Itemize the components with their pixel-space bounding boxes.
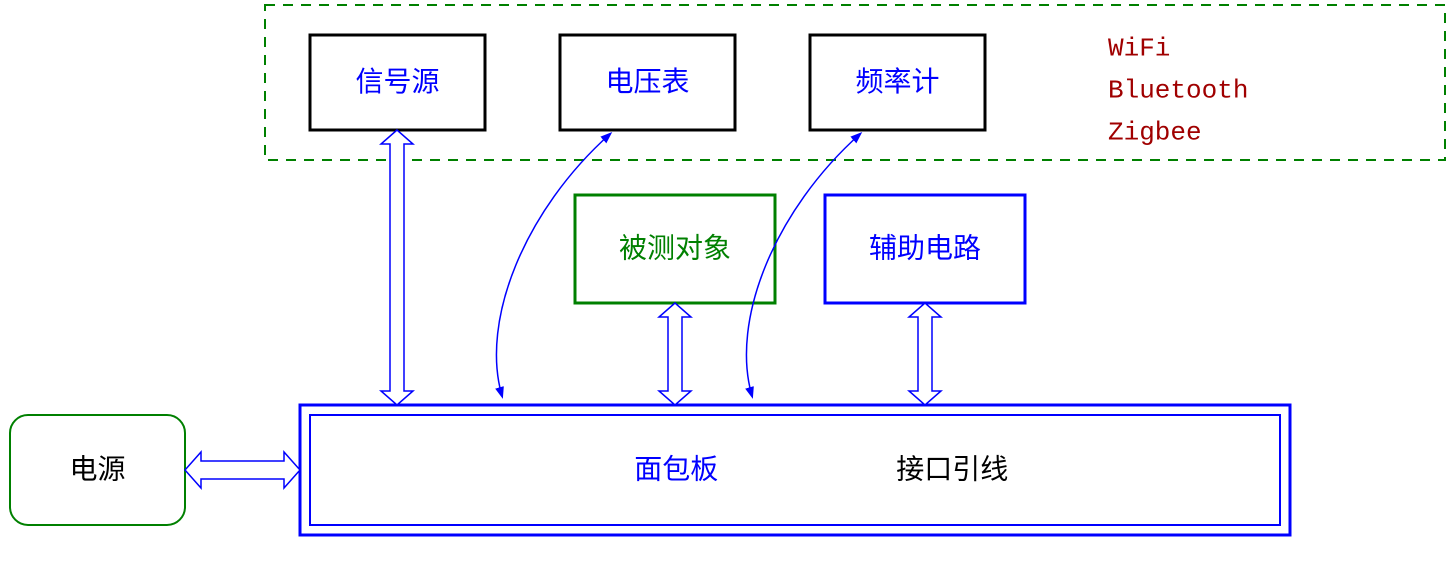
- node-signal: 信号源: [310, 35, 485, 130]
- side-label: Bluetooth: [1108, 76, 1248, 106]
- node-voltmeter: 电压表: [560, 35, 735, 130]
- node-label: 被测对象: [619, 233, 731, 265]
- double-arrow-aux-bb: [909, 303, 941, 405]
- node-aux: 辅助电路: [825, 195, 1025, 303]
- double-arrow-power-bb: [185, 452, 300, 488]
- node-secondary-label: 接口引线: [896, 454, 1008, 486]
- node-dut: 被测对象: [575, 195, 775, 303]
- node-power: 电源: [10, 415, 185, 525]
- node-label: 电源: [69, 454, 125, 486]
- node-label: 电压表: [605, 66, 689, 98]
- node-label: 信号源: [355, 66, 439, 98]
- node-label: 频率计: [855, 66, 939, 98]
- node-label: 面包板: [634, 454, 718, 486]
- side-label: WiFi: [1108, 34, 1170, 64]
- diagram-canvas: 信号源 电压表 频率计被测对象 辅助电路电源 面包板 接口引线 WiFi Bluetooth Z…: [0, 0, 1452, 580]
- double-arrow-dut-bb: [659, 303, 691, 405]
- node-breadboard: 面包板 接口引线: [300, 405, 1290, 535]
- double-arrow-signal-bb: [381, 130, 413, 405]
- side-label: Zigbee: [1108, 118, 1202, 148]
- node-freq: 频率计: [810, 35, 985, 130]
- node-box: [300, 405, 1290, 535]
- node-label: 辅助电路: [869, 233, 981, 265]
